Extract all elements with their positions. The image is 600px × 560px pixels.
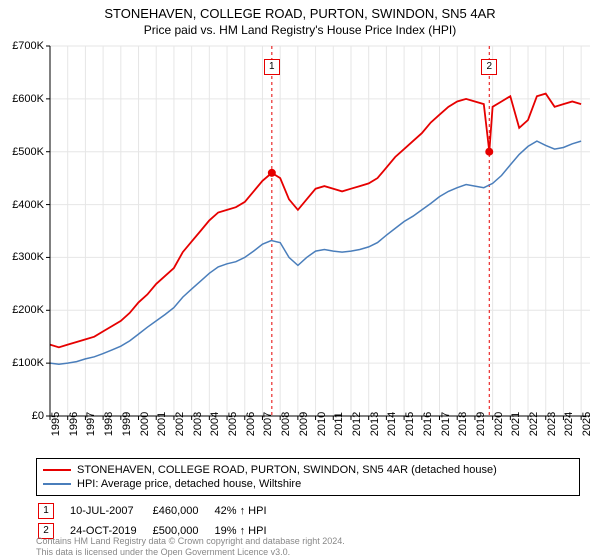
x-tick-label: 1996 [68,412,80,436]
event-price: £460,000 [153,502,213,520]
event-marker-cell: 1 [38,503,54,519]
y-tick-label: £100K [12,357,44,369]
chart-subtitle: Price paid vs. HM Land Registry's House … [0,21,600,37]
y-tick-label: £600K [12,93,44,105]
footer-line-1: Contains HM Land Registry data © Crown c… [36,536,345,547]
x-tick-label: 2013 [369,412,381,436]
x-tick-label: 1997 [85,412,97,436]
legend-swatch [43,469,71,471]
x-tick-label: 2011 [333,412,345,436]
y-tick-label: £500K [12,146,44,158]
legend-label: HPI: Average price, detached house, Wilt… [77,478,301,490]
event-row: 1 10-JUL-2007£460,00042% ↑ HPI [38,502,281,520]
y-tick-label: £0 [32,410,44,422]
x-tick-label: 2025 [581,412,593,436]
legend-swatch [43,483,71,485]
chart-title: STONEHAVEN, COLLEGE ROAD, PURTON, SWINDO… [0,0,600,21]
x-tick-label: 2024 [563,412,575,436]
x-tick-label: 2020 [493,412,505,436]
x-tick-label: 2005 [227,412,239,436]
x-tick-label: 2022 [528,412,540,436]
x-tick-label: 2010 [316,412,328,436]
chart-area [50,46,590,416]
x-tick-label: 2006 [245,412,257,436]
event-marker: 1 [264,59,280,75]
y-tick-label: £300K [12,251,44,263]
x-tick-label: 2021 [510,412,522,436]
legend-label: STONEHAVEN, COLLEGE ROAD, PURTON, SWINDO… [77,464,497,476]
x-tick-label: 2007 [262,412,274,436]
x-tick-label: 2002 [174,412,186,436]
legend-row: HPI: Average price, detached house, Wilt… [43,477,573,491]
x-tick-label: 2001 [156,412,168,436]
x-tick-label: 2016 [422,412,434,436]
x-tick-label: 2009 [298,412,310,436]
x-tick-label: 2017 [440,412,452,436]
x-tick-label: 1999 [121,412,133,436]
x-tick-label: 2012 [351,412,363,436]
event-delta: 42% ↑ HPI [215,502,281,520]
x-tick-label: 2015 [404,412,416,436]
x-tick-label: 2003 [192,412,204,436]
footer: Contains HM Land Registry data © Crown c… [36,536,345,558]
y-tick-label: £200K [12,304,44,316]
y-tick-label: £400K [12,199,44,211]
x-tick-label: 2008 [280,412,292,436]
x-tick-label: 2000 [139,412,151,436]
x-tick-label: 2004 [209,412,221,436]
legend-row: STONEHAVEN, COLLEGE ROAD, PURTON, SWINDO… [43,463,573,477]
event-date: 10-JUL-2007 [70,502,151,520]
x-tick-label: 2023 [546,412,558,436]
event-marker: 2 [481,59,497,75]
x-tick-label: 1995 [50,412,62,436]
y-tick-label: £700K [12,40,44,52]
x-tick-label: 2014 [386,412,398,436]
footer-line-2: This data is licensed under the Open Gov… [36,547,345,558]
chart-svg [50,46,590,416]
x-tick-label: 2018 [457,412,469,436]
x-tick-label: 1998 [103,412,115,436]
legend: STONEHAVEN, COLLEGE ROAD, PURTON, SWINDO… [36,458,580,496]
x-tick-label: 2019 [475,412,487,436]
